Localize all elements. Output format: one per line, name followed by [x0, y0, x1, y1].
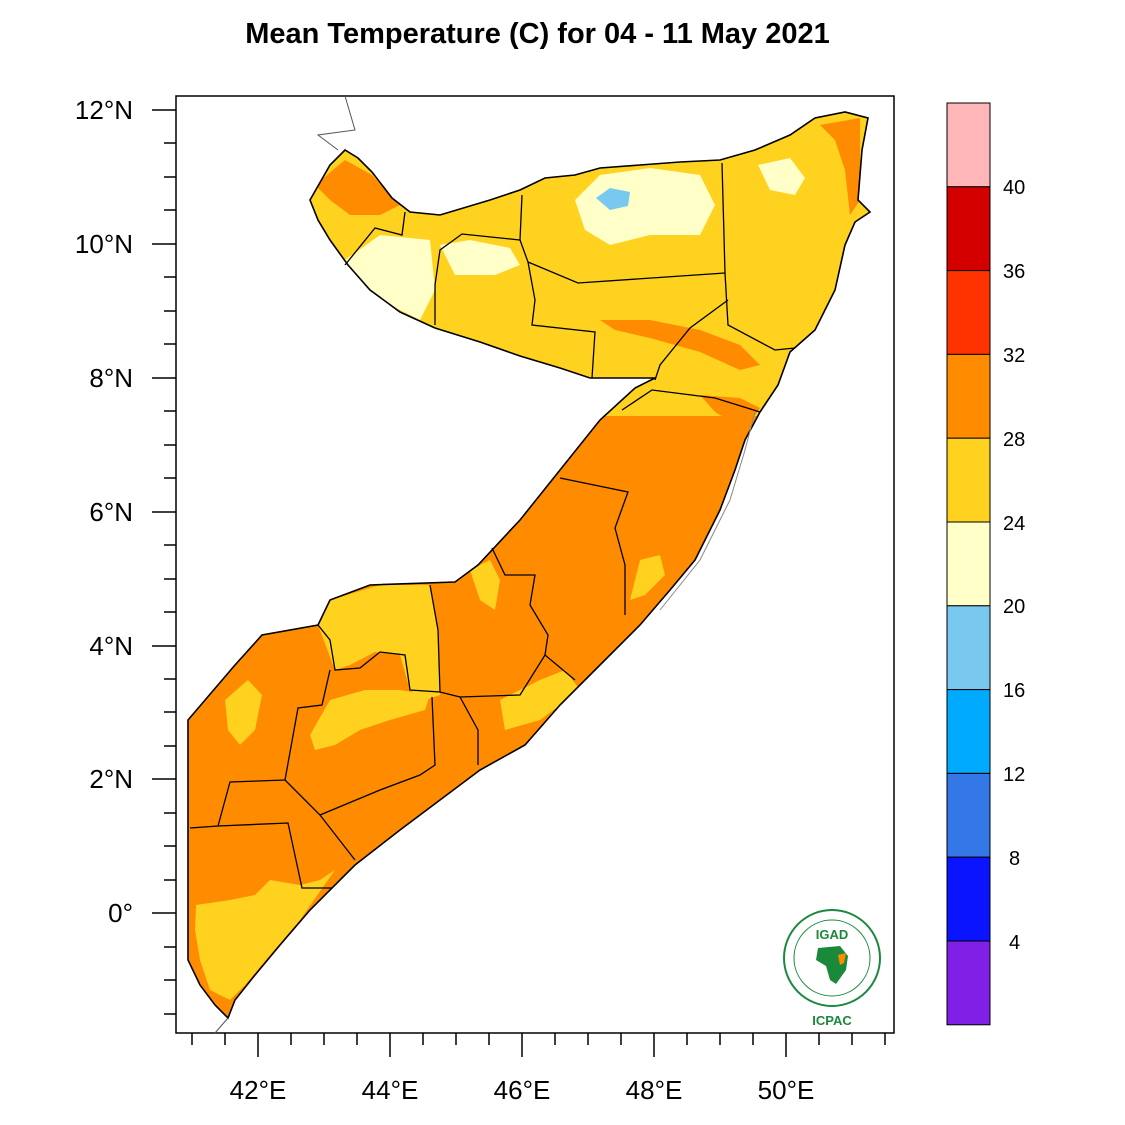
y-tick-label: 4°N	[89, 631, 133, 661]
colorbar-swatch	[946, 940, 991, 1026]
x-axis	[191, 1033, 886, 1057]
logo-igad-text: IGAD	[816, 927, 849, 942]
y-tick-label: 12°N	[75, 95, 133, 125]
colorbar-label: 12	[1003, 764, 1025, 786]
x-tick-label: 46°E	[494, 1075, 551, 1105]
logo-inner-ring	[793, 919, 871, 997]
colorbar-swatch	[946, 186, 991, 272]
x-tick-label: 44°E	[362, 1075, 419, 1105]
zone-central-24-28-d	[470, 560, 500, 610]
colorbar-label: 36	[1003, 261, 1025, 283]
colorbar-swatch	[946, 270, 991, 355]
x-tick-labels: 42°E 44°E 46°E 48°E 50°E	[230, 1075, 815, 1105]
colorbar-label: 20	[1003, 596, 1025, 618]
colorbar-label: 16	[1003, 680, 1025, 702]
zone-central-24-28-a	[318, 585, 440, 700]
zone-north-28-32-d	[700, 395, 760, 430]
colorbar-swatch	[946, 521, 991, 607]
zone-central-24-28-b	[310, 690, 430, 750]
colorbar-label: 4	[1009, 932, 1020, 954]
colorbar-swatch	[946, 437, 991, 523]
zone-central-24-28-f	[630, 555, 665, 600]
horn-icon	[838, 953, 846, 965]
admin-boundaries	[189, 162, 796, 889]
zone-central-24-28-e	[500, 670, 580, 730]
x-tick-label: 50°E	[758, 1075, 815, 1105]
y-tick-labels: 12°N 10°N 8°N 6°N 4°N 2°N 0°	[75, 95, 133, 928]
neighbor-border	[316, 95, 356, 151]
y-tick-label: 2°N	[89, 764, 133, 794]
colorbar-labels: 40 36 32 28 24 20 16 12 8 4	[1003, 177, 1025, 954]
zone-south-24-28	[195, 870, 335, 1000]
colorbar-swatch	[946, 772, 991, 858]
colorbar-label: 32	[1003, 345, 1025, 367]
x-tick-label: 48°E	[626, 1075, 683, 1105]
colorbar	[946, 102, 991, 1026]
y-tick-label: 10°N	[75, 229, 133, 259]
zone-north-16-20	[596, 188, 630, 210]
colorbar-label: 40	[1003, 177, 1025, 199]
colorbar-swatch	[946, 353, 991, 439]
logo-icpac-text: ICPAC	[812, 1013, 852, 1028]
x-tick-label: 42°E	[230, 1075, 287, 1105]
y-tick-label: 6°N	[89, 497, 133, 527]
colorbar-swatch	[946, 605, 991, 691]
zone-north-20-24-d	[758, 158, 805, 195]
coast-line	[659, 411, 756, 611]
igad-icpac-logo: IGAD ICPAC	[783, 909, 881, 1028]
zone-north-28-32-a	[315, 160, 400, 215]
zone-north-28-32-c	[820, 118, 860, 215]
zone-north-20-24-b	[575, 168, 715, 245]
neighbor-border-south	[214, 1017, 229, 1034]
zone-north-20-24-c	[440, 240, 520, 275]
colorbar-label: 28	[1003, 429, 1025, 451]
colorbar-swatch	[946, 102, 991, 188]
colorbar-swatch	[946, 689, 991, 774]
y-tick-label: 0°	[108, 898, 133, 928]
colorbar-label: 8	[1009, 848, 1020, 870]
colorbar-label: 24	[1003, 513, 1025, 535]
zone-north-28-32-b	[600, 320, 760, 370]
y-axis	[152, 109, 176, 1015]
chart-title: Mean Temperature (C) for 04 - 11 May 202…	[245, 18, 830, 50]
y-tick-label: 8°N	[89, 363, 133, 393]
zone-central-24-28-c	[225, 680, 262, 745]
zone-north-20-24-a	[345, 235, 435, 320]
colorbar-swatch	[946, 856, 991, 942]
